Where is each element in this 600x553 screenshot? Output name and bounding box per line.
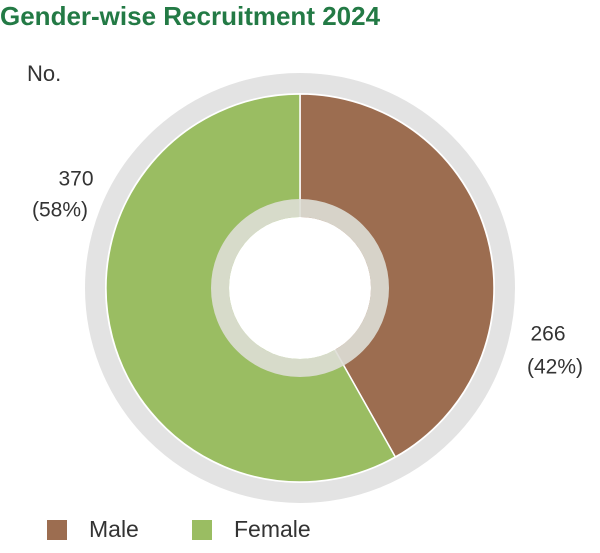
outer-ring: [85, 73, 515, 503]
value-label: 370: [58, 168, 93, 191]
legend-swatch: [47, 520, 67, 540]
slice: [299, 93, 495, 458]
hole-ring: [211, 199, 389, 377]
legend-label: Male: [89, 516, 139, 542]
share-label: (58%): [32, 199, 88, 222]
share-label: (42%): [527, 356, 583, 379]
hole: [229, 217, 371, 359]
unit-label: No.: [27, 61, 61, 86]
value-label: 266: [530, 323, 565, 346]
legend-label: Female: [234, 516, 311, 542]
chart-title: Gender-wise Recruitment 2024: [0, 1, 381, 31]
legend-swatch: [192, 520, 212, 540]
